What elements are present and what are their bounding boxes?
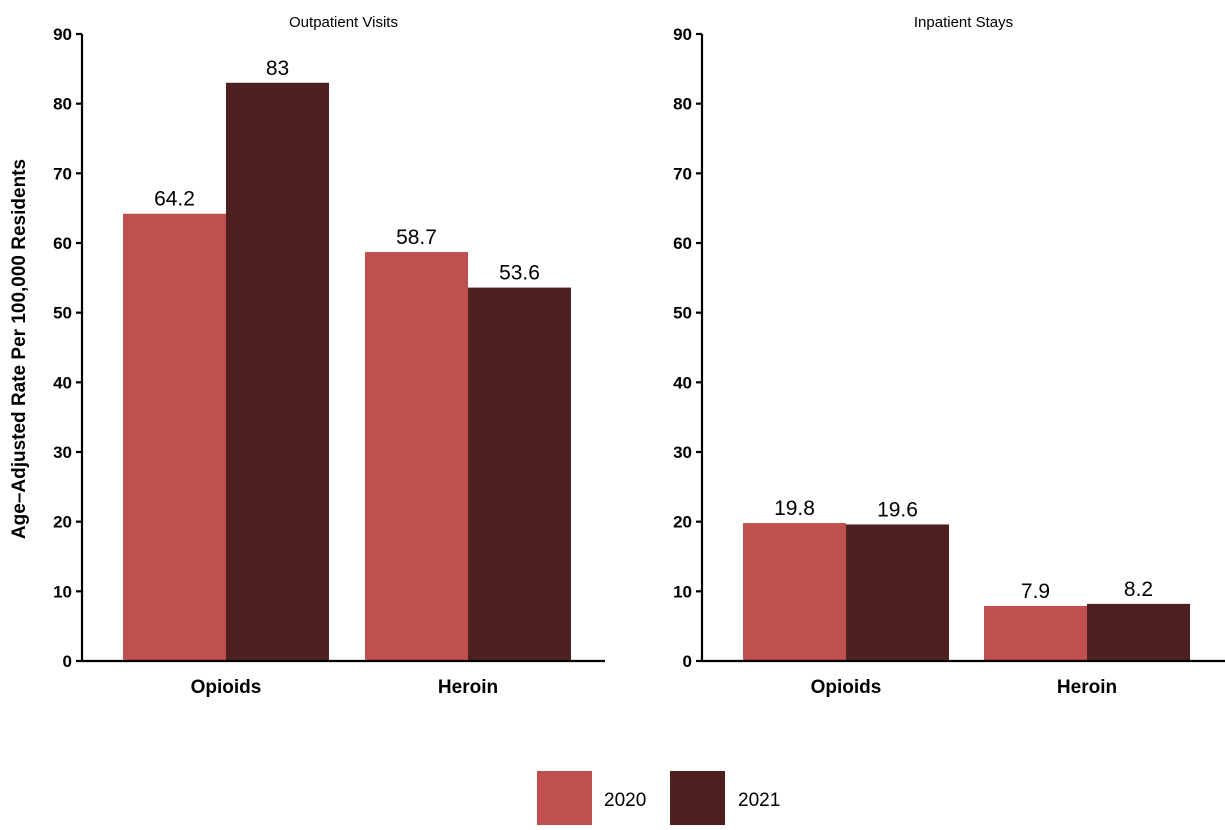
panel-title: Inpatient Stays bbox=[914, 14, 1013, 31]
y-tick-label: 40 bbox=[53, 373, 72, 392]
y-tick-label: 60 bbox=[53, 234, 72, 253]
bar-value-label: 64.2 bbox=[154, 188, 195, 211]
y-tick-label: 10 bbox=[53, 582, 72, 601]
y-tick-label: 10 bbox=[673, 582, 692, 601]
y-tick-label: 80 bbox=[673, 95, 692, 114]
bar-opioids-2020 bbox=[743, 523, 846, 661]
x-tick-label: Heroin bbox=[438, 677, 498, 698]
x-tick-label: Opioids bbox=[811, 677, 882, 698]
bar-value-label: 53.6 bbox=[499, 262, 540, 285]
y-tick-label: 0 bbox=[683, 652, 692, 671]
bar-value-label: 58.7 bbox=[396, 226, 437, 249]
legend-label: 2020 bbox=[604, 790, 646, 811]
bar-heroin-2020 bbox=[365, 252, 468, 661]
panels-layer: Outpatient Visits 64.2 58.7 83 53.6 0 10 20 30 40… bbox=[53, 14, 1225, 698]
y-tick-label: 20 bbox=[673, 513, 692, 532]
bar-value-label: 7.9 bbox=[1021, 580, 1050, 603]
y-tick-label: 0 bbox=[63, 652, 72, 671]
bar-opioids-2021 bbox=[226, 82, 329, 662]
y-tick-label: 90 bbox=[53, 25, 72, 44]
y-tick-label: 60 bbox=[673, 234, 692, 253]
bar-value-label: 19.6 bbox=[877, 498, 918, 521]
legend-key-2021 bbox=[670, 771, 725, 826]
legend-label: 2021 bbox=[738, 790, 780, 811]
bar-opioids-2020 bbox=[123, 213, 226, 662]
x-tick-label: Opioids bbox=[191, 677, 262, 698]
y-tick-label: 70 bbox=[673, 164, 692, 183]
y-tick-label: 90 bbox=[673, 25, 692, 44]
bar-heroin-2021 bbox=[468, 287, 571, 661]
y-tick-label: 50 bbox=[673, 304, 692, 323]
legend-key-2020 bbox=[537, 771, 592, 826]
y-tick-label: 20 bbox=[53, 513, 72, 532]
bar-heroin-2021 bbox=[1087, 603, 1190, 661]
bar-opioids-2021 bbox=[846, 524, 949, 661]
y-tick-label: 50 bbox=[53, 304, 72, 323]
y-tick-label: 30 bbox=[673, 443, 692, 462]
y-tick-label: 30 bbox=[53, 443, 72, 462]
bar-value-label: 19.8 bbox=[774, 497, 815, 520]
bar-heroin-2020 bbox=[984, 605, 1087, 661]
bar-value-label: 83 bbox=[266, 57, 289, 80]
panel-title: Outpatient Visits bbox=[289, 14, 398, 31]
y-tick-label: 70 bbox=[53, 164, 72, 183]
y-tick-label: 40 bbox=[673, 373, 692, 392]
legend: 2020 2021 bbox=[537, 771, 780, 826]
panel-1: Outpatient Visits 64.2 58.7 83 53.6 0 10 20 30 40… bbox=[53, 14, 605, 698]
y-tick-label: 80 bbox=[53, 95, 72, 114]
panel-2: Inpatient Stays 19.8 7.9 19.6 8.2 0 10 20 30 40 50… bbox=[673, 14, 1225, 698]
bar-value-label: 8.2 bbox=[1124, 578, 1153, 601]
x-tick-label: Heroin bbox=[1057, 677, 1117, 698]
y-axis-title: Age–Adjusted Rate Per 100,000 Residents bbox=[9, 159, 30, 539]
